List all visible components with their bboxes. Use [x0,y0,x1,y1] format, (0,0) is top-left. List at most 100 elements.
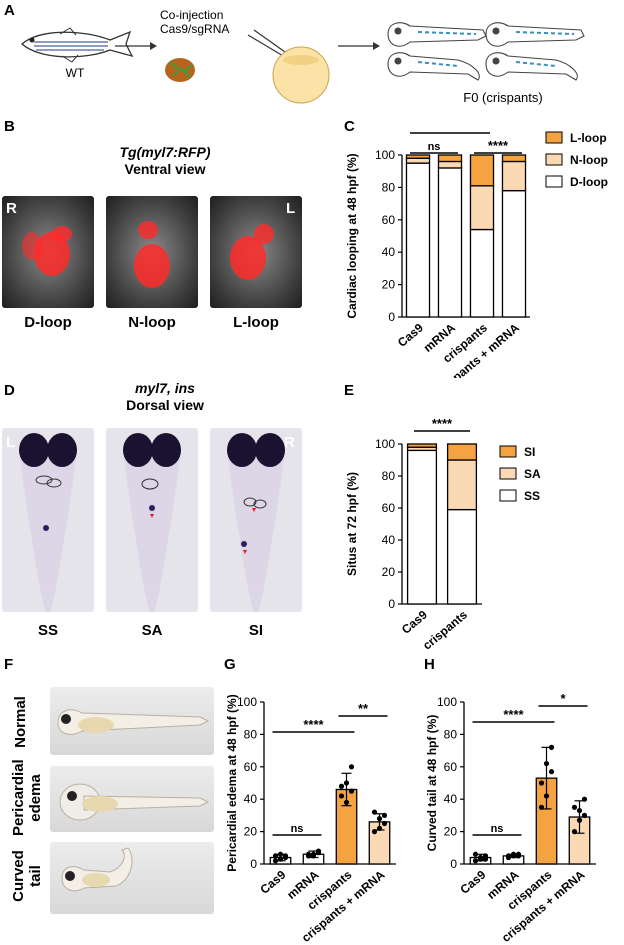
stacked-bar-segment [469,154,495,187]
panel-d-subtitle: Dorsal view [126,397,204,413]
significance-label: ns [428,141,441,153]
data-point [315,848,322,854]
panel-label-f: F [4,656,14,673]
stacked-bar-segment [405,162,431,318]
panel-label-b: B [4,118,15,135]
panel-label-d: D [4,382,15,399]
data-point [277,851,284,857]
orientation-l-label: L [286,200,296,217]
y-tick-label: 0 [450,857,457,871]
ss-label: SS [37,622,58,639]
y-tick-label: 0 [250,857,257,871]
data-point [371,829,378,835]
data-point [381,812,388,818]
stacked-bar-segment [406,449,438,605]
stacked-bar-segment [406,443,438,448]
larva-image-normal [50,687,214,755]
data-point [348,788,355,794]
orientation-r-label: R [284,434,295,451]
data-point [381,820,388,827]
panel-label-h: H [424,656,435,673]
embryo-image-si [210,428,302,612]
heart-image-d-loop [2,196,94,308]
legend-swatch [545,131,563,144]
d-loop-label: D-loop [24,314,72,331]
y-tick-label: 40 [382,245,396,259]
stacked-bar-segment [405,157,431,164]
data-point [305,851,312,857]
stacked-bar-segment [501,189,527,318]
data-point [272,853,279,859]
heart-image-l-loop [210,196,302,308]
significance-label: ** [358,701,369,716]
data-point [376,816,383,822]
panel-label-g: G [224,656,236,673]
y-tick-label: 0 [388,310,395,324]
y-tick-label: 60 [244,760,258,774]
y-tick-label: 80 [382,469,396,483]
legend-label: SA [524,467,541,481]
y-tick-label: 40 [382,533,396,547]
stacked-bar-segment [437,160,463,169]
panel-d-title: myl7, ins [135,380,195,396]
data-point [272,858,279,864]
significance-label: ns [491,823,504,835]
y-tick-label: 100 [375,437,395,451]
significance-label: **** [503,707,524,722]
embryo-image-sa [106,428,198,612]
legend-swatch [499,445,517,458]
data-point [282,853,289,859]
legend-label: D-loop [570,175,608,189]
data-point [548,769,555,775]
stacked-bar-segment [446,459,478,511]
l-loop-label: L-loop [233,314,279,331]
category-label: Cas9 [399,607,430,636]
workflow-schematic [21,22,585,104]
panel-label-a: A [4,2,15,19]
sgrna-blob-icon [165,58,195,82]
y-tick-label: 100 [437,695,457,709]
embryo-egg-icon [272,46,330,104]
heart-image-n-loop [106,196,198,308]
stacked-bar-segment [437,167,463,318]
data-point [376,825,383,831]
si-label: SI [248,622,264,639]
y-tick-label: 80 [244,727,258,741]
embryo-image-ss [2,428,94,612]
data-point [338,793,345,799]
chart-h-curved-tail: 0 20 40 60 80 100 Curved tail at 48 hpf (%) ns *… [425,691,596,945]
y-tick-label: 20 [382,278,396,292]
data-point [510,851,517,857]
y-tick-label: 80 [444,727,458,741]
data-point [338,783,345,789]
chart-e-situs: 0 20 40 60 80 100 Situs at 72 hpf (%) **** Cas9c… [345,416,541,653]
data-point [548,744,555,750]
significance-label: ns [291,823,304,835]
legend-swatch [545,153,563,166]
y-tick-label: 100 [375,148,395,162]
y-tick-label: 60 [382,501,396,515]
legend-swatch [499,467,517,480]
category-label: Cas9 [457,867,488,896]
stacked-bar-segment [446,508,478,605]
stacked-bar-segment [405,154,431,159]
coinjection-label: Co-injection [160,8,224,22]
data-point [571,829,578,835]
y-tick-label: 20 [244,825,258,839]
category-label: crispants [420,607,470,652]
legend-swatch [545,175,563,188]
stacked-bar-segment [501,154,527,163]
larva-image-curved-tail [50,842,214,914]
larva-image-pericardial-edema [50,766,214,832]
data-point [277,856,284,862]
legend-label: L-loop [570,131,607,145]
wt-label: WT [65,66,85,80]
data-point [576,817,583,823]
orientation-r-label: R [6,200,17,217]
chart-c-cardiac-looping: 0 20 40 60 80 100 Cardiac looping at 48 hpf (%… [345,128,608,378]
data-point [538,780,545,786]
data-point [538,804,545,810]
y-tick-label: 80 [382,180,396,194]
panel-label-e: E [344,382,355,399]
y-tick-label: 20 [444,825,458,839]
